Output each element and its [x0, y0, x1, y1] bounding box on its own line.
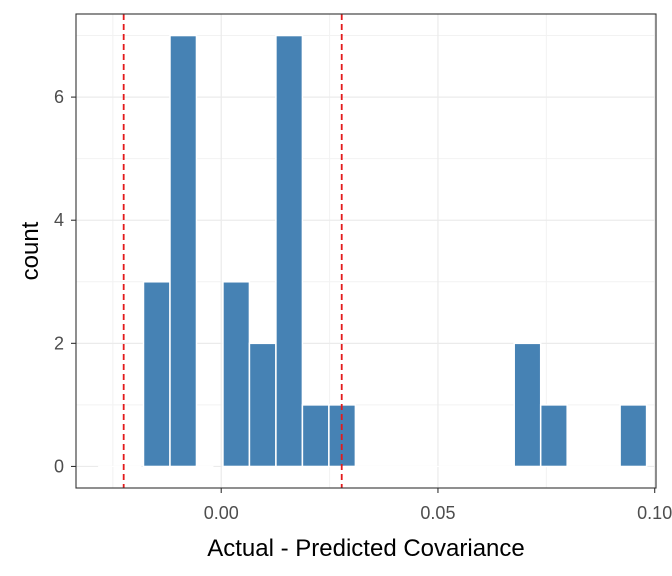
histogram-bar [539, 404, 568, 468]
x-tick-label: 0.05 [420, 503, 455, 523]
panel-border [75, 13, 657, 489]
y-tick-label: 0 [54, 456, 64, 476]
histogram-bar [169, 34, 198, 468]
x-axis-title: Actual - Predicted Covariance [207, 535, 524, 562]
histogram-bar [222, 281, 251, 468]
y-tick-label: 4 [54, 210, 64, 230]
histogram-bar [301, 404, 330, 468]
x-axis-ticks: 0.00 0.05 0.10 [204, 488, 672, 523]
reference-lines [122, 14, 343, 488]
y-tick-label: 6 [54, 87, 64, 107]
histogram-bar [248, 342, 277, 468]
y-axis-ticks: 0 2 4 6 [54, 87, 76, 476]
histogram-bar [619, 404, 648, 468]
histogram-bar [142, 281, 171, 468]
y-axis-title: count [17, 221, 44, 280]
y-tick-label: 2 [54, 333, 64, 353]
histogram-bars [98, 34, 648, 468]
x-tick-label: 0.10 [637, 503, 672, 523]
histogram-bar [513, 342, 542, 468]
x-tick-label: 0.00 [204, 503, 239, 523]
histogram-bar [275, 34, 304, 468]
